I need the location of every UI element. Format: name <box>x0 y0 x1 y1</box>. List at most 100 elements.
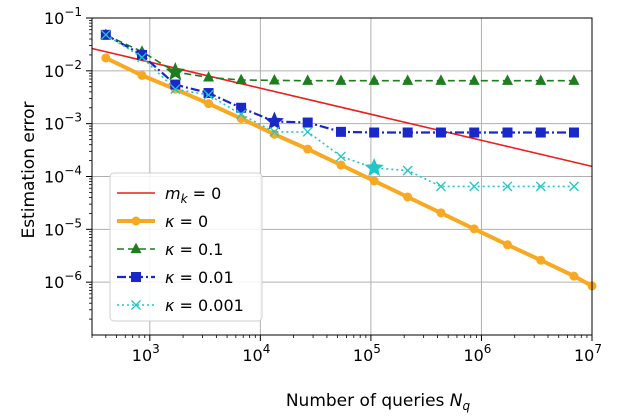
data-point-marker <box>203 71 215 82</box>
x-tick-label: 107 <box>574 342 602 365</box>
legend-label: κ = 0.1 <box>165 240 223 259</box>
data-point-marker <box>235 73 247 85</box>
x-tick-exp: 4 <box>263 342 271 356</box>
x-axis-label: Number of queries Nq <box>286 391 471 413</box>
data-point-marker <box>336 160 346 170</box>
legend-label: κ = 0.001 <box>165 296 244 315</box>
legend-entry: κ = 0 <box>117 212 208 231</box>
y-tick-base: 10 <box>44 168 64 187</box>
highlight-star-marker <box>364 158 384 177</box>
legend-var: m <box>165 184 181 203</box>
data-point-marker <box>269 126 280 137</box>
data-point-marker <box>100 29 111 40</box>
legend-entry: κ = 0.001 <box>117 296 244 315</box>
highlight-star-marker <box>165 62 185 81</box>
data-point-marker <box>402 165 413 176</box>
data-point-marker <box>203 88 214 99</box>
data-point-marker <box>402 74 414 85</box>
data-point-marker <box>335 126 346 137</box>
data-point-marker <box>335 74 347 85</box>
legend-var: κ <box>165 268 175 287</box>
series-3 <box>100 29 579 138</box>
y-tick-exp: −6 <box>64 269 82 283</box>
x-tick-exp: 7 <box>594 342 602 356</box>
legend-marker <box>130 242 142 254</box>
y-tick-exp: −1 <box>64 5 82 19</box>
legend: mk = 0κ = 0κ = 0.1κ = 0.01κ = 0.001 <box>109 172 263 322</box>
data-point-marker <box>468 74 480 85</box>
legend-entry: κ = 0.1 <box>117 240 223 259</box>
data-point-marker <box>435 74 447 85</box>
x-tick-base: 10 <box>353 346 373 365</box>
y-tick-exp: −2 <box>64 58 82 72</box>
legend-label: κ = 0.01 <box>165 268 234 287</box>
x-tick-exp: 3 <box>152 342 160 356</box>
data-point-marker <box>502 181 513 192</box>
x-tick-label: 103 <box>132 342 160 365</box>
series-layer <box>91 28 597 291</box>
legend-rest: = 0.1 <box>174 240 223 259</box>
x-tick-base: 10 <box>242 346 262 365</box>
legend-marker <box>131 300 141 310</box>
y-tick-label: 10−1 <box>44 5 82 28</box>
data-point-marker <box>502 240 512 250</box>
x-tick-label: 105 <box>353 342 381 365</box>
x-tick-base: 10 <box>574 346 594 365</box>
x-axis-label-text: Number of queries <box>286 391 450 411</box>
y-tick-label: 10−4 <box>44 164 82 187</box>
data-point-marker <box>569 271 579 281</box>
legend-rest: = 0.001 <box>174 296 243 315</box>
x-axis-label-sub: q <box>463 399 471 413</box>
data-point-marker <box>236 102 247 113</box>
data-point-marker <box>236 109 247 120</box>
data-point-marker <box>170 84 181 95</box>
y-tick-label: 10−3 <box>44 111 82 134</box>
legend-sub: k <box>181 192 189 206</box>
x-axis-label-var: N <box>450 391 463 411</box>
legend-var: κ <box>165 240 175 259</box>
y-tick-base: 10 <box>44 62 64 81</box>
data-point-marker <box>336 151 346 162</box>
y-axis-label: Estimation error <box>19 101 39 238</box>
y-tick-label: 10−2 <box>44 58 82 81</box>
data-point-marker <box>302 126 313 137</box>
data-point-marker <box>469 181 480 192</box>
data-point-marker <box>302 74 314 85</box>
series-2 <box>100 28 580 85</box>
data-point-marker <box>368 74 380 85</box>
x-tick-exp: 6 <box>484 342 492 356</box>
data-point-marker <box>402 127 413 138</box>
series-4 <box>100 29 579 192</box>
data-point-marker <box>101 53 111 63</box>
legend-var: κ <box>165 296 175 315</box>
legend-marker <box>131 272 141 282</box>
y-tick-exp: −5 <box>64 216 82 230</box>
legend-entry: mk = 0 <box>117 184 221 206</box>
data-point-marker <box>137 70 147 80</box>
y-tick-label: 10−6 <box>44 269 82 292</box>
x-tick-base: 10 <box>132 346 152 365</box>
y-tick-exp: −4 <box>64 164 82 178</box>
data-point-marker <box>502 127 513 138</box>
data-point-marker <box>435 127 446 138</box>
legend-rest: = 0.01 <box>174 268 233 287</box>
series-line <box>104 56 593 288</box>
legend-label: κ = 0 <box>165 212 208 231</box>
highlight-star-marker <box>264 111 284 130</box>
data-point-marker <box>369 127 380 138</box>
y-tick-base: 10 <box>44 115 64 134</box>
y-tick-base: 10 <box>44 273 64 292</box>
y-tick-exp: −3 <box>64 111 82 125</box>
data-point-marker <box>137 49 148 60</box>
data-point-marker <box>535 127 546 138</box>
data-point-marker <box>535 181 546 192</box>
legend-rest: = 0 <box>188 184 222 203</box>
data-point-marker <box>302 117 313 128</box>
legend-entry: κ = 0.01 <box>117 268 234 287</box>
data-point-marker <box>236 114 246 124</box>
data-point-marker <box>469 127 480 138</box>
data-point-marker <box>469 224 479 234</box>
series-1 <box>101 53 597 291</box>
